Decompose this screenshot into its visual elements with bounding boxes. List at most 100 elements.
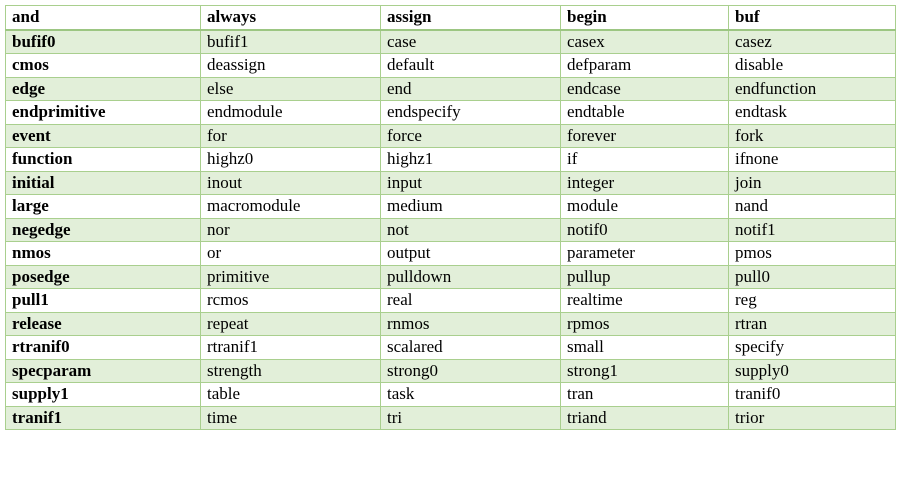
- table-body: bufif0 bufif1 case casex casez cmos deassign de…: [5, 29, 896, 430]
- table-cell: inout: [200, 170, 381, 195]
- table-cell: tri: [380, 405, 561, 430]
- row-label-cell: negedge: [5, 217, 201, 242]
- table-row: posedge primitive pulldown pullup pull0: [5, 264, 896, 289]
- table-cell: output: [380, 241, 561, 266]
- table-cell: endtask: [728, 100, 896, 125]
- table-cell: reg: [728, 288, 896, 313]
- table-cell: deassign: [200, 53, 381, 78]
- row-label-cell: tranif1: [5, 405, 201, 430]
- table-cell: repeat: [200, 311, 381, 336]
- row-label-cell: bufif0: [5, 29, 201, 54]
- table-cell: if: [560, 147, 729, 172]
- table-row: cmos deassign default defparam disable: [5, 53, 896, 78]
- table-cell: table: [200, 382, 381, 407]
- header-cell: buf: [728, 5, 896, 31]
- header-cell: begin: [560, 5, 729, 31]
- table-cell: fork: [728, 123, 896, 148]
- row-label-cell: pull1: [5, 288, 201, 313]
- table-header: and always assign begin buf: [5, 5, 896, 31]
- table-cell: casex: [560, 29, 729, 54]
- table-cell: pullup: [560, 264, 729, 289]
- table-cell: task: [380, 382, 561, 407]
- table-cell: for: [200, 123, 381, 148]
- table-row: initial inout input integer join: [5, 170, 896, 195]
- header-row: and always assign begin buf: [5, 5, 896, 31]
- row-label-cell: supply1: [5, 382, 201, 407]
- table-cell: rpmos: [560, 311, 729, 336]
- table-cell: rtranif1: [200, 335, 381, 360]
- table-cell: endspecify: [380, 100, 561, 125]
- table-cell: input: [380, 170, 561, 195]
- table-cell: join: [728, 170, 896, 195]
- table-cell: medium: [380, 194, 561, 219]
- table-cell: default: [380, 53, 561, 78]
- table-cell: pmos: [728, 241, 896, 266]
- table-row: large macromodule medium module nand: [5, 194, 896, 219]
- table-cell: notif1: [728, 217, 896, 242]
- keyword-table: and always assign begin buf bufif0 bufif1…: [5, 5, 896, 430]
- table-cell: pull0: [728, 264, 896, 289]
- header-cell: assign: [380, 5, 561, 31]
- table-cell: scalared: [380, 335, 561, 360]
- table-cell: real: [380, 288, 561, 313]
- row-label-cell: function: [5, 147, 201, 172]
- row-label-cell: nmos: [5, 241, 201, 266]
- table-row: pull1 rcmos real realtime reg: [5, 288, 896, 313]
- table-cell: force: [380, 123, 561, 148]
- table-row: endprimitive endmodule endspecify endtable e…: [5, 100, 896, 125]
- header-cell: and: [5, 5, 201, 31]
- table-cell: nand: [728, 194, 896, 219]
- table-cell: macromodule: [200, 194, 381, 219]
- row-label-cell: edge: [5, 76, 201, 101]
- table-cell: specify: [728, 335, 896, 360]
- table-cell: module: [560, 194, 729, 219]
- table-cell: disable: [728, 53, 896, 78]
- table-cell: nor: [200, 217, 381, 242]
- table-cell: or: [200, 241, 381, 266]
- table-row: supply1 table task tran tranif0: [5, 382, 896, 407]
- table-row: function highz0 highz1 if ifnone: [5, 147, 896, 172]
- table-cell: endtable: [560, 100, 729, 125]
- table-row: release repeat rnmos rpmos rtran: [5, 311, 896, 336]
- table-cell: strength: [200, 358, 381, 383]
- table-cell: end: [380, 76, 561, 101]
- table-cell: small: [560, 335, 729, 360]
- table-row: nmos or output parameter pmos: [5, 241, 896, 266]
- row-label-cell: cmos: [5, 53, 201, 78]
- table-row: tranif1 time tri triand trior: [5, 405, 896, 430]
- row-label-cell: initial: [5, 170, 201, 195]
- row-label-cell: event: [5, 123, 201, 148]
- table-cell: rcmos: [200, 288, 381, 313]
- table-cell: endmodule: [200, 100, 381, 125]
- table-cell: supply0: [728, 358, 896, 383]
- table-cell: integer: [560, 170, 729, 195]
- table-cell: triand: [560, 405, 729, 430]
- table-cell: rtran: [728, 311, 896, 336]
- table-cell: strong0: [380, 358, 561, 383]
- row-label-cell: rtranif0: [5, 335, 201, 360]
- table-cell: tranif0: [728, 382, 896, 407]
- table-cell: else: [200, 76, 381, 101]
- row-label-cell: large: [5, 194, 201, 219]
- table-row: negedge nor not notif0 notif1: [5, 217, 896, 242]
- table-row: edge else end endcase endfunction: [5, 76, 896, 101]
- table-cell: tran: [560, 382, 729, 407]
- table-cell: time: [200, 405, 381, 430]
- table-cell: pulldown: [380, 264, 561, 289]
- table-cell: highz0: [200, 147, 381, 172]
- table-cell: rnmos: [380, 311, 561, 336]
- table-cell: case: [380, 29, 561, 54]
- row-label-cell: specparam: [5, 358, 201, 383]
- table-cell: ifnone: [728, 147, 896, 172]
- table-cell: primitive: [200, 264, 381, 289]
- table-cell: bufif1: [200, 29, 381, 54]
- header-cell: always: [200, 5, 381, 31]
- table-row: specparam strength strong0 strong1 supply0: [5, 358, 896, 383]
- table-cell: parameter: [560, 241, 729, 266]
- table-cell: not: [380, 217, 561, 242]
- row-label-cell: release: [5, 311, 201, 336]
- table-cell: endfunction: [728, 76, 896, 101]
- row-label-cell: endprimitive: [5, 100, 201, 125]
- table-cell: highz1: [380, 147, 561, 172]
- table-cell: strong1: [560, 358, 729, 383]
